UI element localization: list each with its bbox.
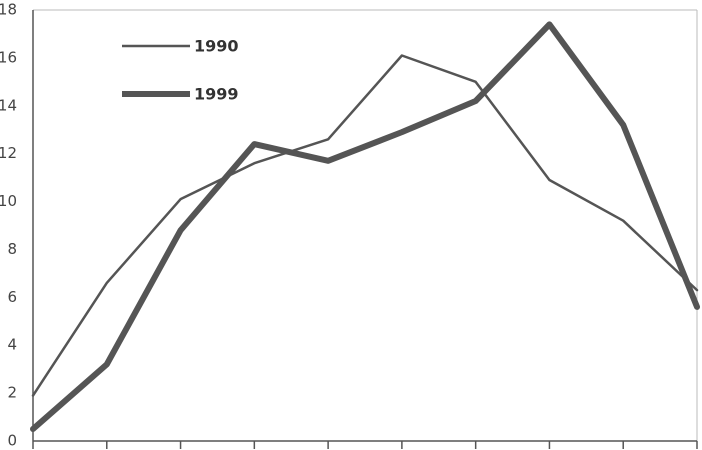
y-tick-label: 2	[7, 384, 17, 402]
y-tick-label: 10	[0, 192, 17, 210]
y-tick-label: 4	[7, 336, 17, 354]
y-tick-label: 18	[0, 1, 17, 19]
legend-label: 1990	[194, 37, 239, 56]
legend-label: 1999	[194, 85, 239, 104]
y-tick-label: 16	[0, 48, 17, 66]
series-line	[30, 21, 700, 433]
y-tick-label: 14	[0, 96, 17, 114]
y-tick-label: 8	[7, 240, 17, 258]
series-line	[31, 54, 699, 397]
y-tick-label: 6	[7, 288, 17, 306]
y-tick-label: 12	[0, 144, 17, 162]
y-tick-label: 0	[7, 432, 17, 450]
